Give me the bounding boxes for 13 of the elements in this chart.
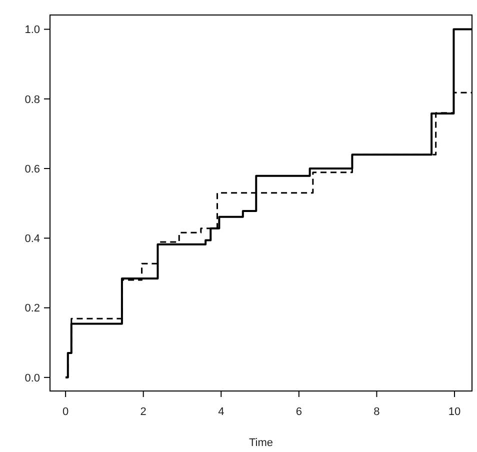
- y-tick-label: 0.8: [24, 94, 40, 106]
- x-tick-label: 10: [448, 406, 461, 418]
- y-tick-label: 0.6: [24, 163, 40, 176]
- x-tick-label: 2: [140, 406, 146, 418]
- y-tick-label: 0.2: [24, 302, 40, 315]
- x-tick-label: 8: [374, 406, 380, 418]
- x-axis-title: Time: [248, 437, 274, 449]
- x-tick-label: 6: [296, 406, 302, 418]
- y-tick-label: 0.4: [24, 233, 40, 246]
- x-tick-label: 4: [218, 406, 224, 418]
- y-tick-label: 0.0: [24, 372, 40, 384]
- y-tick-label: 1.0: [24, 24, 40, 36]
- x-tick-label: 0: [62, 406, 69, 418]
